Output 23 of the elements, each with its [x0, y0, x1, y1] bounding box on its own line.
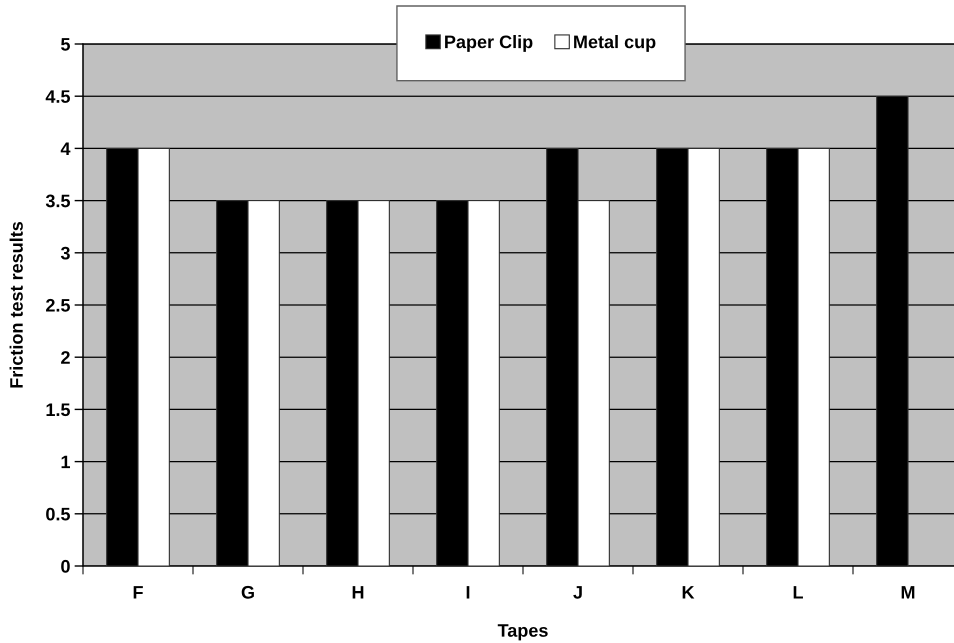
x-tick-label: H — [352, 586, 364, 599]
x-tick-label: I — [466, 586, 470, 599]
x-tick-label: F — [134, 586, 143, 599]
y-tick-label: 1.5 — [46, 404, 70, 416]
y-tick-label: 0 — [61, 560, 70, 573]
y-tick-label: 4 — [60, 142, 70, 155]
y-tick-label: 4.5 — [46, 90, 70, 103]
y-axis-title: Friction test results — [10, 222, 23, 388]
x-tick-label: L — [794, 586, 803, 599]
x-tick-label: M — [902, 586, 914, 599]
y-tick-label: 2 — [61, 351, 70, 364]
x-tick-label: K — [682, 586, 694, 599]
legend-label: Metal cup — [574, 34, 656, 52]
y-tick-label: 3 — [60, 246, 70, 260]
y-tick-label: 5 — [61, 38, 70, 51]
y-tick-label: 1 — [62, 456, 70, 468]
x-axis-title: Tapes — [498, 624, 548, 640]
legend-label: Paper Clip — [445, 34, 532, 52]
y-tick-label: 3.5 — [46, 194, 70, 208]
y-tick-label: 0.5 — [46, 508, 70, 521]
x-tick-label: J — [573, 586, 582, 599]
x-tick-label: G — [242, 586, 254, 599]
y-tick-label: 2.5 — [46, 298, 70, 312]
